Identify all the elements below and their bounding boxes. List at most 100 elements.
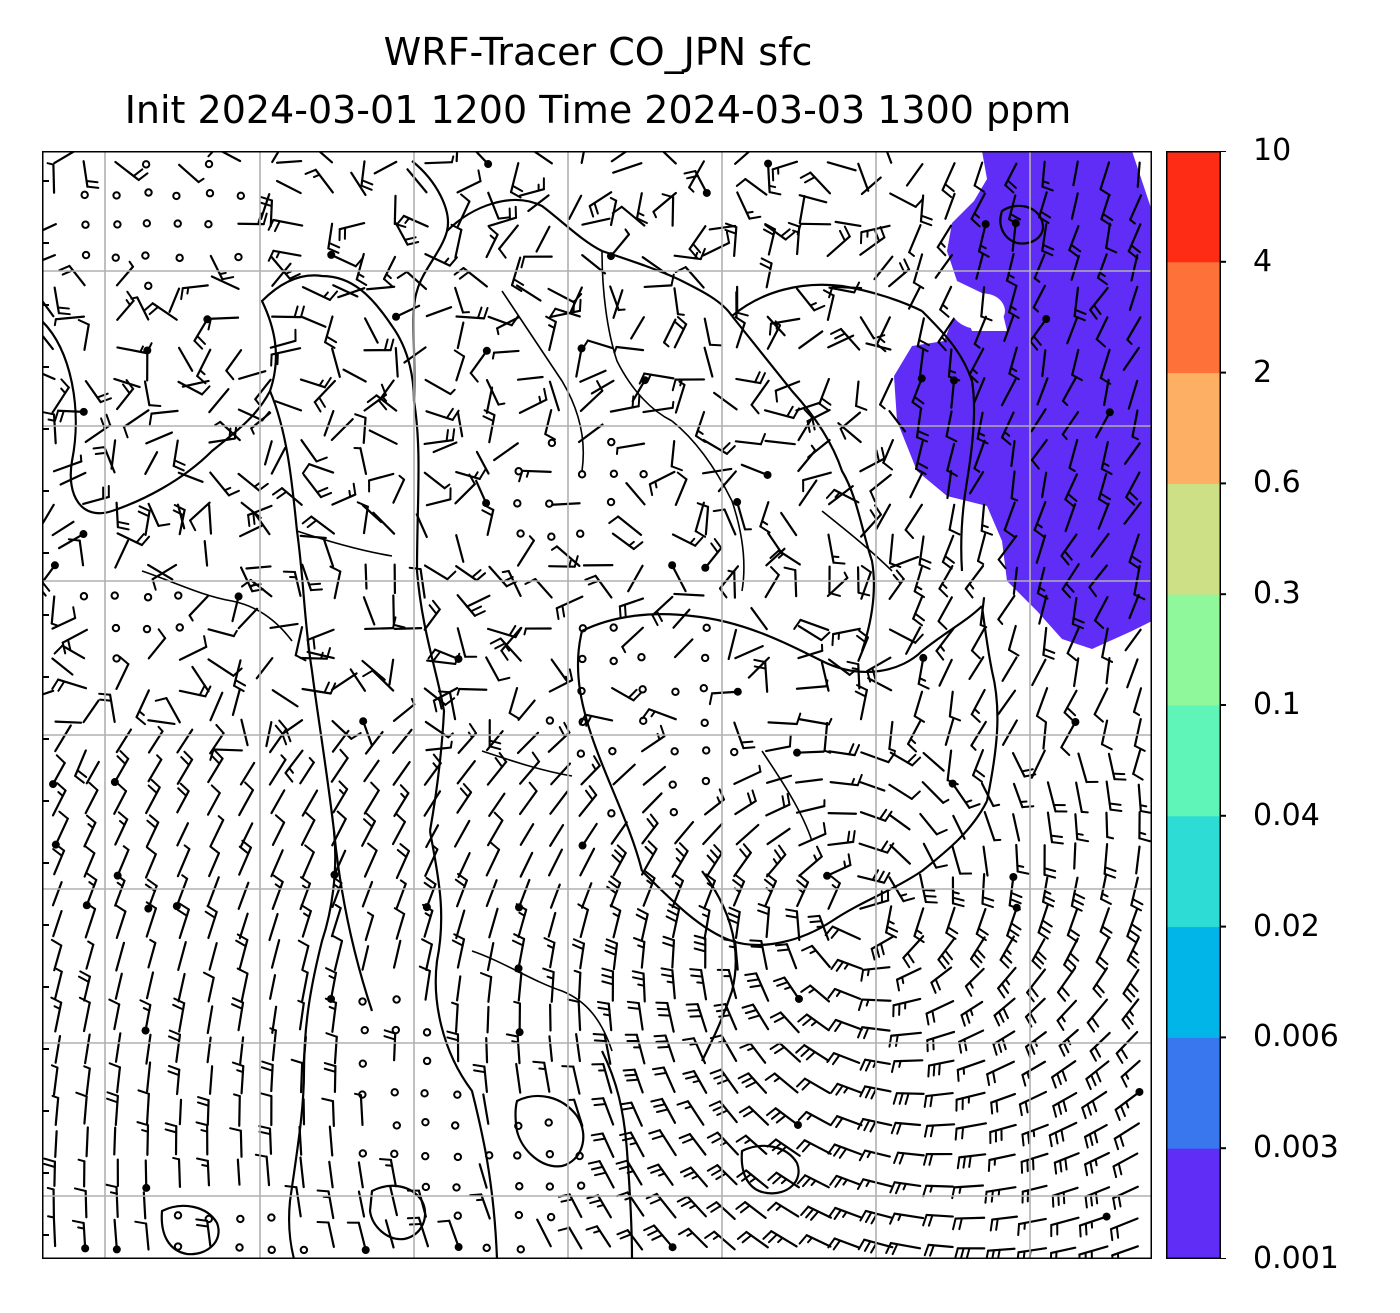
- wind-barb-shaft: [212, 748, 243, 752]
- wind-barb-flag: [759, 432, 766, 446]
- wind-barb-flag: [280, 754, 287, 761]
- calm-marker: [111, 253, 120, 262]
- wind-barb-shaft: [799, 222, 832, 226]
- wind-barb-shaft: [616, 442, 646, 450]
- wind-barb-shaft: [363, 317, 379, 344]
- wind-barb-shaft: [208, 437, 236, 444]
- wind-barb-flag: [780, 228, 791, 238]
- wind-barb-shaft: [1068, 438, 1079, 470]
- wind-barb-flag: [656, 1108, 669, 1114]
- wind-barb-shaft: [480, 1193, 491, 1220]
- wind-barb-shaft: [734, 799, 757, 816]
- wind-barb-shaft: [359, 1093, 364, 1126]
- wind-barb-flag: [1031, 959, 1042, 970]
- wind-barb-flag: [399, 784, 410, 795]
- wind-barb-flag: [1111, 1254, 1114, 1259]
- calm-marker: [578, 717, 587, 727]
- barb-station-dot: [482, 346, 491, 355]
- wind-barb-shaft: [455, 879, 468, 908]
- wind-barb-flag: [137, 510, 150, 518]
- wind-barb-shaft: [902, 935, 925, 959]
- wind-barb-flag: [125, 379, 135, 390]
- wind-barb-shaft: [299, 378, 326, 389]
- wind-barb-flag: [627, 1006, 641, 1010]
- wind-barb-shaft: [863, 1085, 892, 1093]
- wind-barb-flag: [308, 756, 315, 764]
- barb-station-dot: [359, 717, 368, 726]
- wind-barb-shaft: [332, 788, 349, 814]
- wind-barb-shaft: [108, 693, 116, 723]
- wind-barb-flag: [675, 857, 682, 864]
- wind-barb-flag: [328, 241, 341, 249]
- wind-barb-flag: [138, 710, 145, 717]
- wind-barb-flag: [548, 307, 557, 320]
- wind-barb-shaft: [83, 1095, 88, 1125]
- wind-barb-shaft: [770, 1230, 798, 1248]
- wind-barb-flag: [781, 795, 786, 809]
- wind-barb-flag: [1065, 582, 1075, 593]
- wind-barb-shaft: [424, 848, 439, 877]
- wind-barb-shaft: [970, 192, 986, 220]
- wind-barb-shaft: [825, 863, 852, 877]
- wind-barb-flag: [918, 563, 931, 570]
- wind-barb-flag: [878, 337, 886, 344]
- wind-barb-shaft: [432, 687, 459, 702]
- wind-barb-shaft: [423, 790, 442, 817]
- wind-barb-flag: [1100, 467, 1113, 475]
- wind-barb-flag: [898, 1092, 904, 1105]
- wind-barb-shaft: [1063, 689, 1078, 714]
- colorbar-band: [1166, 594, 1221, 706]
- wind-barb-flag: [927, 1064, 931, 1078]
- wind-barb-flag: [149, 938, 157, 944]
- wind-barb-flag: [1071, 373, 1083, 382]
- wind-barb-shaft: [765, 803, 791, 817]
- wind-barb-shaft: [425, 824, 440, 849]
- wind-barb-shaft: [991, 1215, 1018, 1221]
- wind-barb-flag: [1042, 900, 1055, 908]
- wind-barb-flag: [915, 929, 923, 935]
- wind-barb-flag: [627, 688, 638, 699]
- wind-barb-flag: [1056, 1072, 1062, 1086]
- wind-barb-shaft: [57, 532, 85, 550]
- calm-marker: [452, 1183, 461, 1192]
- wind-barb-flag: [902, 956, 911, 969]
- wind-barb-shaft: [951, 782, 971, 809]
- wind-barb-shaft: [269, 622, 299, 630]
- wind-barb-flag: [1009, 212, 1022, 221]
- wind-barb-shaft: [832, 627, 861, 636]
- calm-marker: [299, 1245, 309, 1255]
- wind-barb-flag: [1002, 1007, 1009, 1020]
- wind-barb-shaft: [54, 817, 69, 846]
- wind-barb-shaft: [626, 1159, 643, 1186]
- wind-barb-flag: [1027, 1131, 1031, 1145]
- wind-barb-shaft: [1010, 440, 1016, 467]
- wind-barb-flag: [594, 1171, 607, 1177]
- wind-barb-flag: [774, 389, 779, 403]
- wind-barb-flag: [92, 446, 106, 450]
- wind-barb-flag: [323, 376, 332, 389]
- wind-barb-shaft: [612, 289, 624, 319]
- calm-marker: [144, 281, 153, 291]
- wind-barb-shaft: [642, 406, 674, 414]
- wind-barb-flag: [865, 998, 870, 1007]
- wind-barb-flag: [929, 1124, 935, 1138]
- wind-barb-flag: [974, 768, 986, 778]
- wind-barb-shaft: [569, 286, 583, 313]
- wind-barb-shaft: [1029, 317, 1048, 343]
- wind-barb-shaft: [293, 570, 302, 597]
- wind-barb-shaft: [755, 972, 770, 1002]
- wind-barb-flag: [1128, 929, 1140, 938]
- wind-barb-shaft: [517, 971, 523, 1002]
- wind-barb-shaft: [1070, 254, 1080, 281]
- wind-barb-flag: [810, 444, 817, 452]
- wind-barb-shaft: [237, 408, 264, 422]
- wind-barb-shaft: [1075, 781, 1083, 814]
- wind-barb-shaft: [1073, 842, 1077, 870]
- wind-barb-shaft: [330, 253, 357, 268]
- wind-barb-shaft: [1099, 873, 1108, 901]
- wind-barb-flag: [1063, 711, 1074, 722]
- wind-barb-flag: [883, 872, 891, 884]
- wind-barb-shaft: [206, 1159, 211, 1187]
- wind-barb-shaft: [78, 539, 85, 567]
- wind-barb-shaft: [960, 1000, 984, 1017]
